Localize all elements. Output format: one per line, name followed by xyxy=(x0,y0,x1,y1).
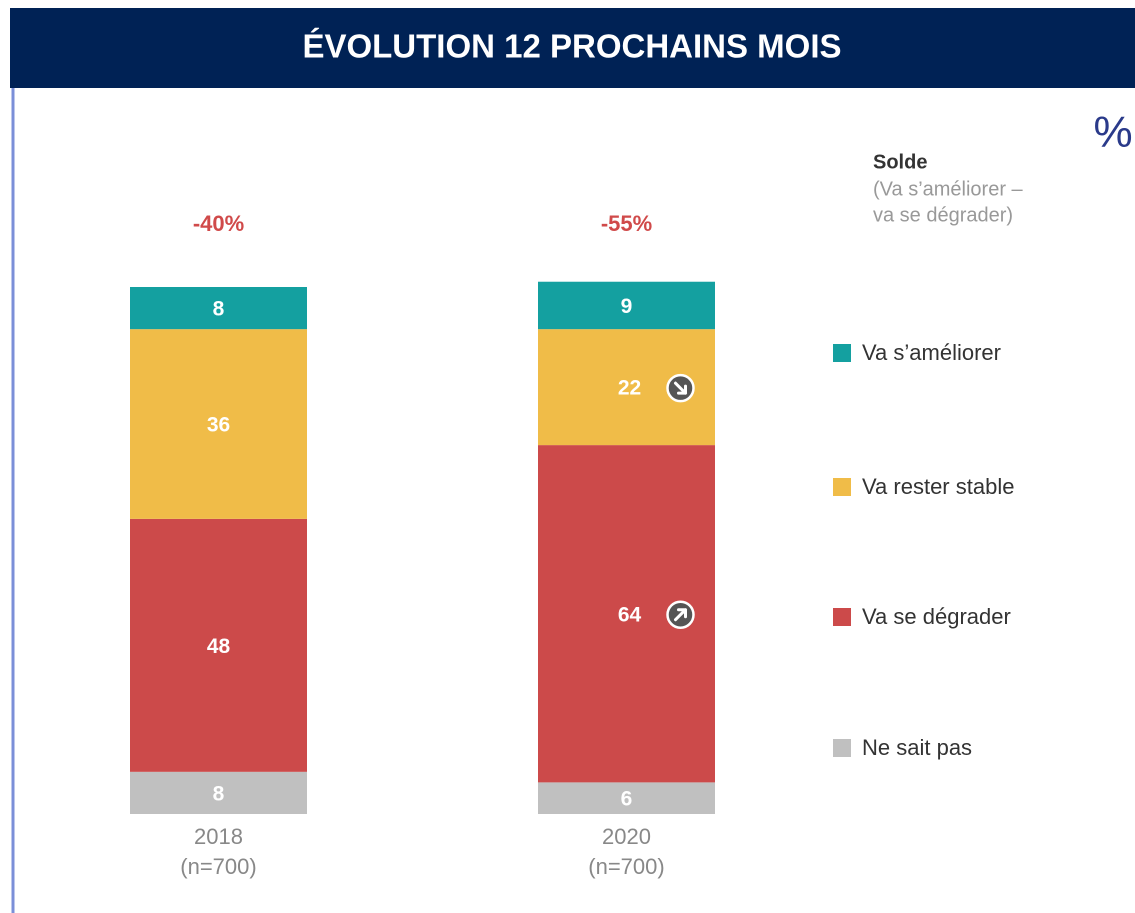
balance-label: -40% xyxy=(193,211,244,236)
trend-arrow xyxy=(666,373,695,403)
header-band xyxy=(10,8,1135,88)
x-tick-label: 2020 xyxy=(602,824,651,849)
bar-segment xyxy=(130,771,307,814)
bar-segment xyxy=(130,287,307,330)
x-tick-label: 2018 xyxy=(194,824,243,849)
legend-swatch xyxy=(833,478,851,496)
balance-subtitle: (Va s’améliorer – xyxy=(873,178,1024,200)
chart-title: ÉVOLUTION 12 PROCHAINS MOIS xyxy=(302,28,841,65)
value-label: 48 xyxy=(207,635,231,658)
bar-segment xyxy=(538,782,715,814)
value-label: 6 xyxy=(621,788,633,811)
balance-label: -55% xyxy=(601,211,652,236)
value-label: 22 xyxy=(618,377,641,400)
unit-label: % xyxy=(1093,108,1132,157)
legend-swatch xyxy=(833,608,851,626)
x-tick-note: (n=700) xyxy=(588,854,664,879)
trend-arrow-head xyxy=(674,381,687,395)
value-label: 9 xyxy=(621,295,633,318)
legend-swatch xyxy=(833,344,851,362)
legend-label: Ne sait pas xyxy=(862,735,972,760)
trend-arrow xyxy=(666,600,695,629)
legend-label: Va rester stable xyxy=(862,474,1014,499)
balance-title: Solde xyxy=(873,151,927,173)
x-tick-note: (n=700) xyxy=(180,854,256,879)
value-label: 36 xyxy=(207,414,230,437)
legend-label: Va s’améliorer xyxy=(862,340,1001,365)
bar-segment xyxy=(130,518,307,772)
legend-label: Va se dégrader xyxy=(862,604,1011,629)
trend-arrow-head xyxy=(674,608,687,622)
value-label: 8 xyxy=(213,298,225,321)
legend-swatch xyxy=(833,739,851,757)
bar-segment xyxy=(130,329,307,519)
bar-segment xyxy=(538,281,715,330)
balance-subtitle: va se dégrader) xyxy=(873,204,1013,226)
value-label: 64 xyxy=(618,603,642,626)
value-label: 8 xyxy=(213,782,225,805)
